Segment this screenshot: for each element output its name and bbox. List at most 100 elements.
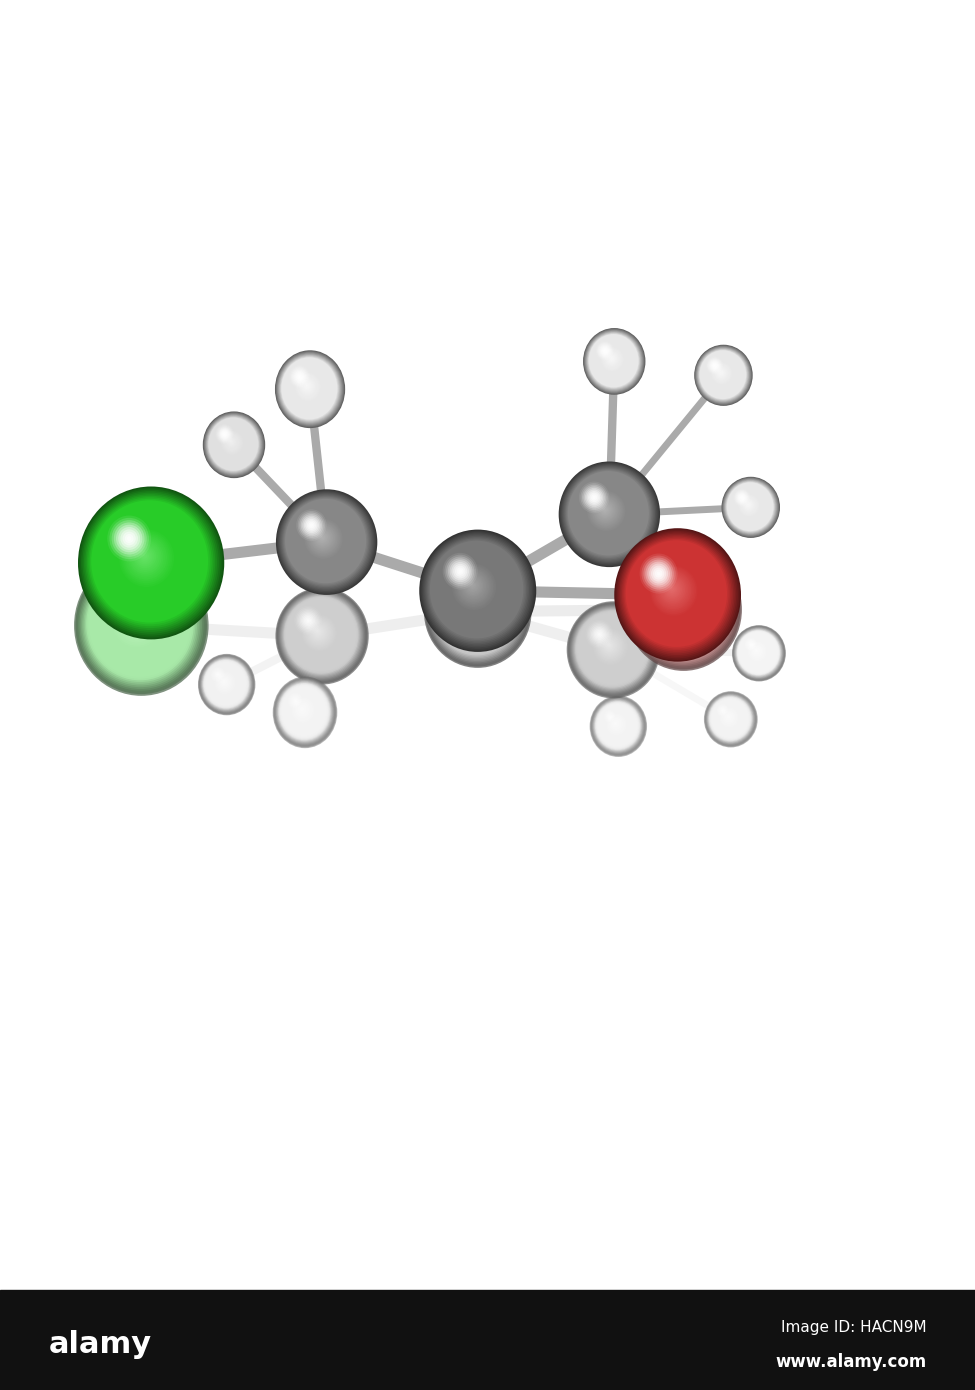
Ellipse shape [642, 566, 722, 651]
Ellipse shape [319, 534, 326, 541]
Ellipse shape [450, 584, 498, 634]
Ellipse shape [454, 587, 494, 630]
Ellipse shape [283, 688, 325, 734]
Ellipse shape [96, 505, 203, 617]
Ellipse shape [573, 607, 652, 689]
Ellipse shape [134, 545, 156, 569]
Ellipse shape [724, 713, 732, 720]
Ellipse shape [311, 624, 326, 639]
Ellipse shape [118, 602, 154, 639]
Ellipse shape [590, 695, 647, 758]
Ellipse shape [716, 703, 730, 717]
Ellipse shape [704, 354, 741, 393]
Ellipse shape [577, 481, 638, 543]
Ellipse shape [596, 702, 640, 749]
Ellipse shape [81, 562, 201, 687]
Ellipse shape [424, 556, 531, 667]
Ellipse shape [468, 581, 476, 589]
Ellipse shape [304, 384, 309, 388]
Ellipse shape [283, 359, 335, 417]
Ellipse shape [296, 374, 302, 381]
Text: Image ID: HACN9M: Image ID: HACN9M [781, 1320, 926, 1336]
Ellipse shape [602, 506, 608, 513]
Ellipse shape [614, 721, 617, 724]
Ellipse shape [596, 631, 625, 662]
Ellipse shape [640, 555, 710, 630]
Ellipse shape [205, 662, 247, 706]
Ellipse shape [746, 502, 750, 506]
Ellipse shape [444, 575, 508, 644]
Ellipse shape [81, 489, 220, 635]
Ellipse shape [301, 613, 315, 628]
Ellipse shape [593, 496, 596, 499]
Ellipse shape [708, 359, 736, 389]
Ellipse shape [215, 671, 220, 677]
Ellipse shape [611, 719, 621, 730]
Ellipse shape [308, 523, 315, 528]
Ellipse shape [659, 584, 701, 627]
Ellipse shape [595, 341, 631, 379]
Ellipse shape [306, 385, 307, 386]
Ellipse shape [462, 575, 484, 596]
Ellipse shape [205, 413, 263, 475]
Ellipse shape [714, 366, 729, 381]
Ellipse shape [753, 648, 760, 655]
Ellipse shape [109, 518, 149, 559]
Ellipse shape [579, 614, 645, 682]
Ellipse shape [93, 575, 185, 671]
Ellipse shape [466, 599, 481, 614]
Ellipse shape [744, 638, 758, 651]
Ellipse shape [279, 354, 340, 423]
Ellipse shape [445, 555, 476, 588]
Ellipse shape [291, 696, 316, 724]
Ellipse shape [211, 420, 256, 468]
Ellipse shape [717, 368, 724, 377]
Ellipse shape [627, 549, 740, 670]
Ellipse shape [445, 556, 505, 619]
Ellipse shape [468, 602, 478, 612]
Text: www.alamy.com: www.alamy.com [775, 1352, 926, 1371]
Ellipse shape [282, 594, 361, 676]
Ellipse shape [728, 484, 772, 530]
Ellipse shape [125, 534, 134, 543]
Ellipse shape [303, 381, 311, 391]
Ellipse shape [449, 562, 499, 613]
Ellipse shape [631, 545, 721, 641]
Ellipse shape [584, 620, 639, 676]
Ellipse shape [300, 706, 304, 712]
Ellipse shape [287, 692, 320, 728]
Ellipse shape [660, 577, 685, 603]
Ellipse shape [282, 496, 370, 587]
Ellipse shape [654, 578, 706, 634]
Ellipse shape [460, 594, 487, 621]
Ellipse shape [609, 717, 622, 731]
Ellipse shape [290, 366, 309, 388]
Ellipse shape [458, 570, 462, 573]
Ellipse shape [667, 592, 690, 617]
Ellipse shape [578, 613, 646, 684]
Ellipse shape [720, 371, 722, 374]
Ellipse shape [294, 701, 311, 719]
Ellipse shape [714, 364, 716, 367]
Ellipse shape [427, 538, 526, 641]
Ellipse shape [101, 512, 196, 609]
Ellipse shape [212, 669, 224, 681]
Ellipse shape [708, 359, 722, 373]
Ellipse shape [603, 709, 616, 724]
Ellipse shape [610, 717, 622, 730]
Ellipse shape [453, 585, 496, 631]
Ellipse shape [290, 695, 317, 726]
Ellipse shape [639, 553, 712, 631]
Ellipse shape [461, 574, 485, 598]
Ellipse shape [294, 606, 322, 635]
Ellipse shape [302, 381, 312, 391]
Ellipse shape [655, 578, 677, 600]
Ellipse shape [95, 577, 184, 670]
Ellipse shape [602, 637, 618, 655]
Ellipse shape [751, 645, 762, 657]
Ellipse shape [590, 626, 632, 669]
Ellipse shape [595, 499, 615, 521]
Ellipse shape [702, 353, 743, 396]
Ellipse shape [283, 496, 369, 585]
Ellipse shape [121, 530, 138, 548]
